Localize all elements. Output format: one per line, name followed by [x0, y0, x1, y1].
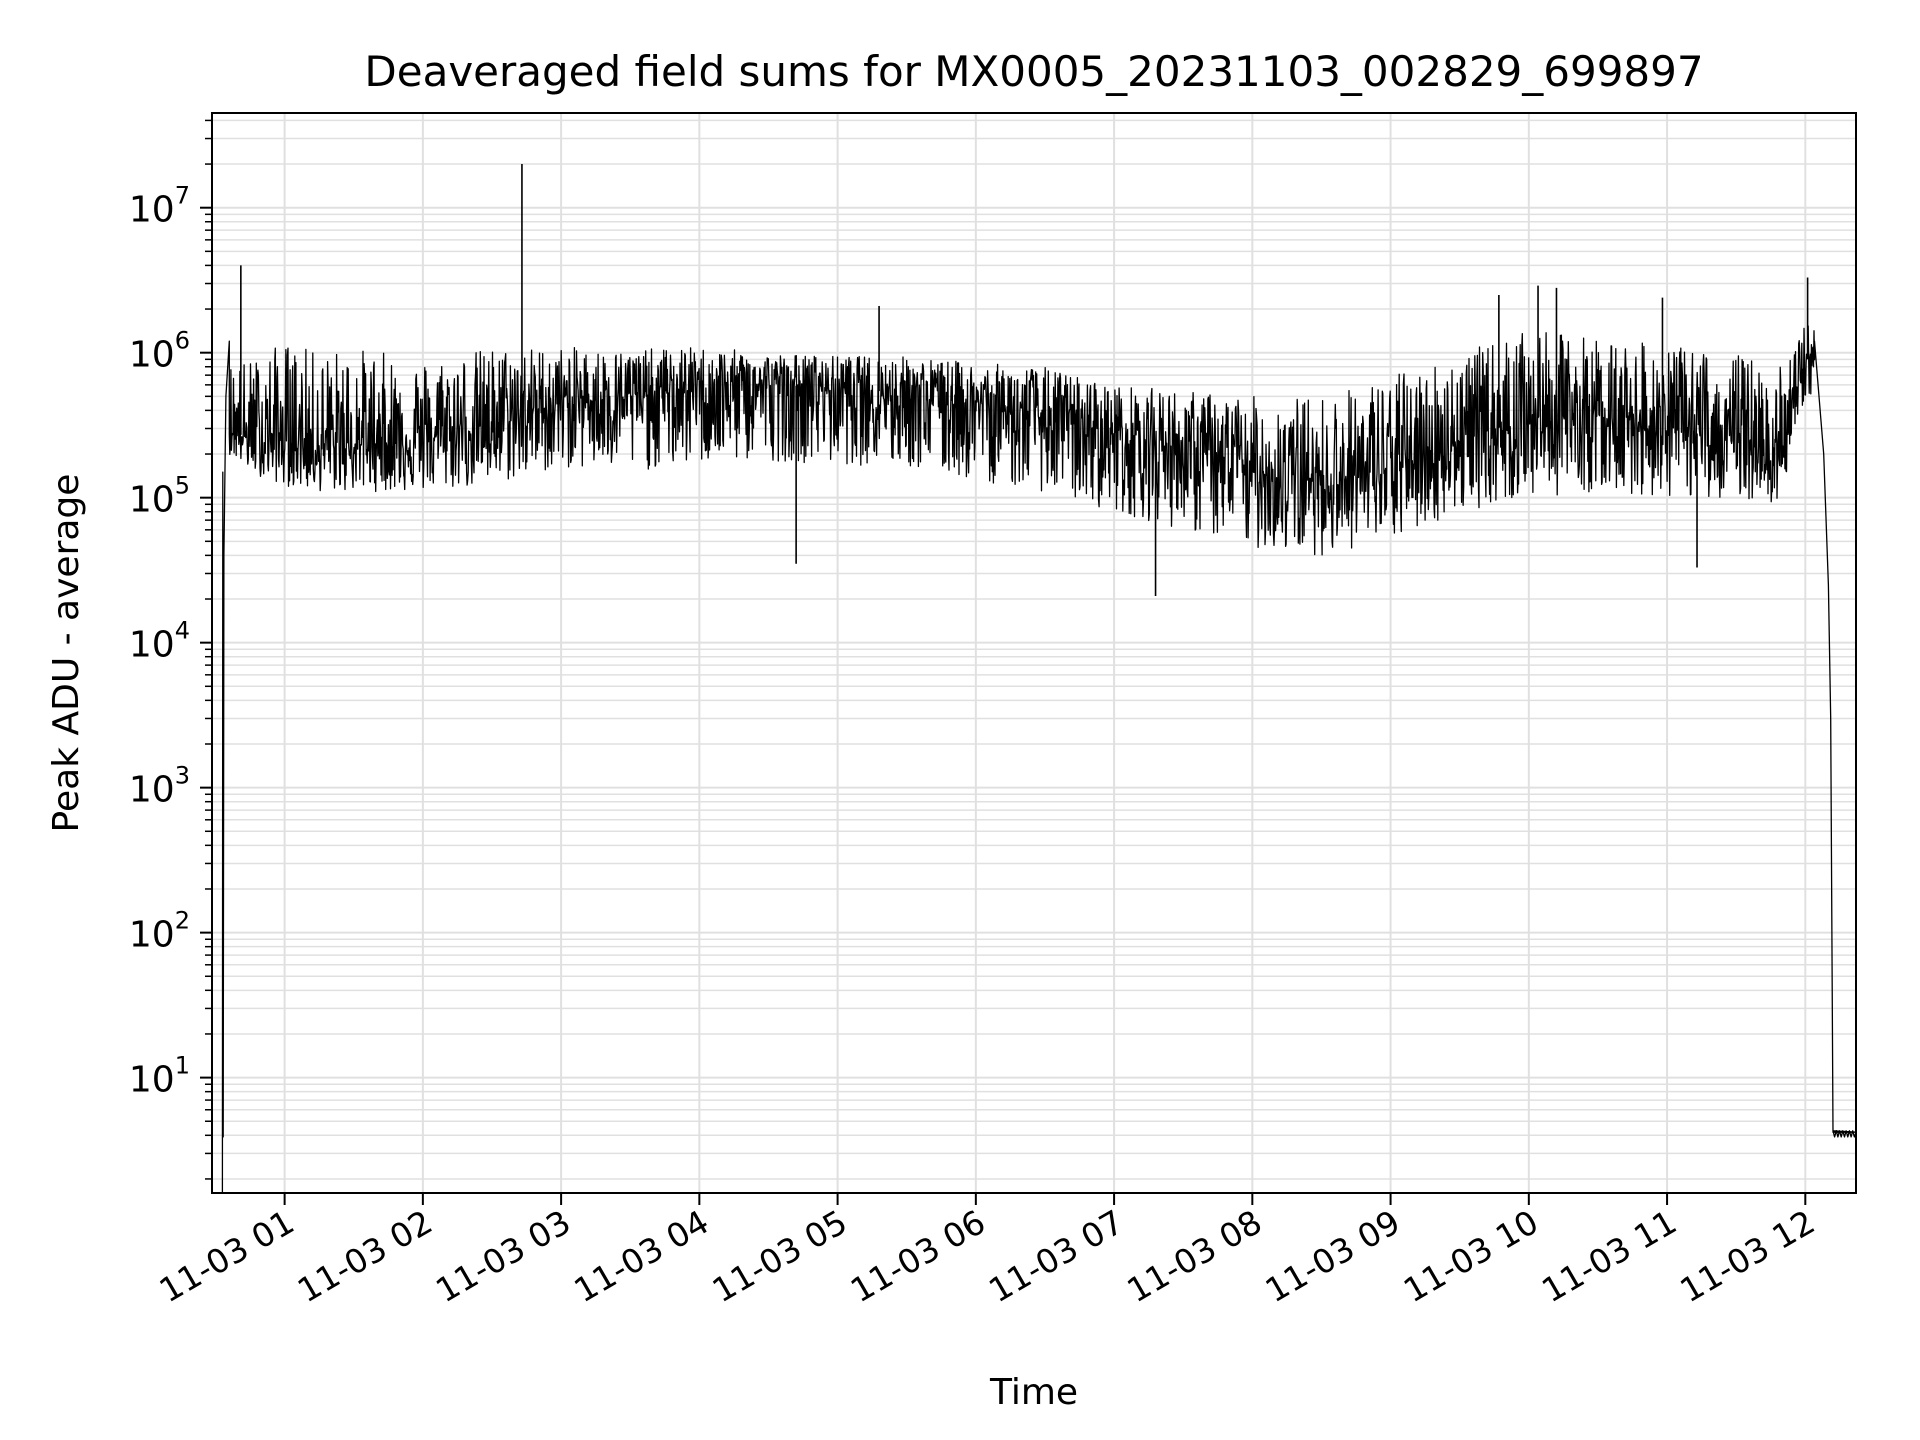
y-tick-label: 103 [129, 762, 190, 811]
y-tick-base: 10 [129, 915, 175, 956]
grid [212, 113, 1856, 1193]
y-tick-exponent: 5 [175, 472, 190, 500]
y-tick-label: 107 [129, 182, 190, 231]
y-tick-exponent: 2 [175, 907, 190, 935]
y-tick-base: 10 [129, 190, 175, 231]
y-tick-label: 101 [129, 1052, 190, 1101]
y-tick-exponent: 6 [175, 327, 190, 355]
y-tick-base: 10 [129, 1060, 175, 1101]
y-tick-label: 104 [129, 617, 190, 666]
x-axis-label: Time [989, 1372, 1078, 1413]
y-tick-exponent: 1 [175, 1052, 190, 1080]
data-series [212, 164, 1856, 1193]
y-tick-base: 10 [129, 770, 175, 811]
y-tick-base: 10 [129, 335, 175, 376]
plot-area-frame [211, 112, 1857, 1194]
y-tick-base: 10 [129, 480, 175, 521]
y-tick-exponent: 4 [175, 617, 190, 645]
y-tick-label: 105 [129, 472, 190, 521]
y-tick-exponent: 7 [175, 182, 190, 210]
y-axis-label: Peak ADU - average [46, 474, 87, 833]
chart-title: Deaveraged field sums for MX0005_2023110… [364, 47, 1703, 96]
y-tick-exponent: 3 [175, 762, 190, 790]
y-tick-label: 106 [129, 327, 190, 376]
data-line [212, 325, 1856, 1193]
y-tick-label: 102 [129, 907, 190, 956]
y-tick-base: 10 [129, 625, 175, 666]
